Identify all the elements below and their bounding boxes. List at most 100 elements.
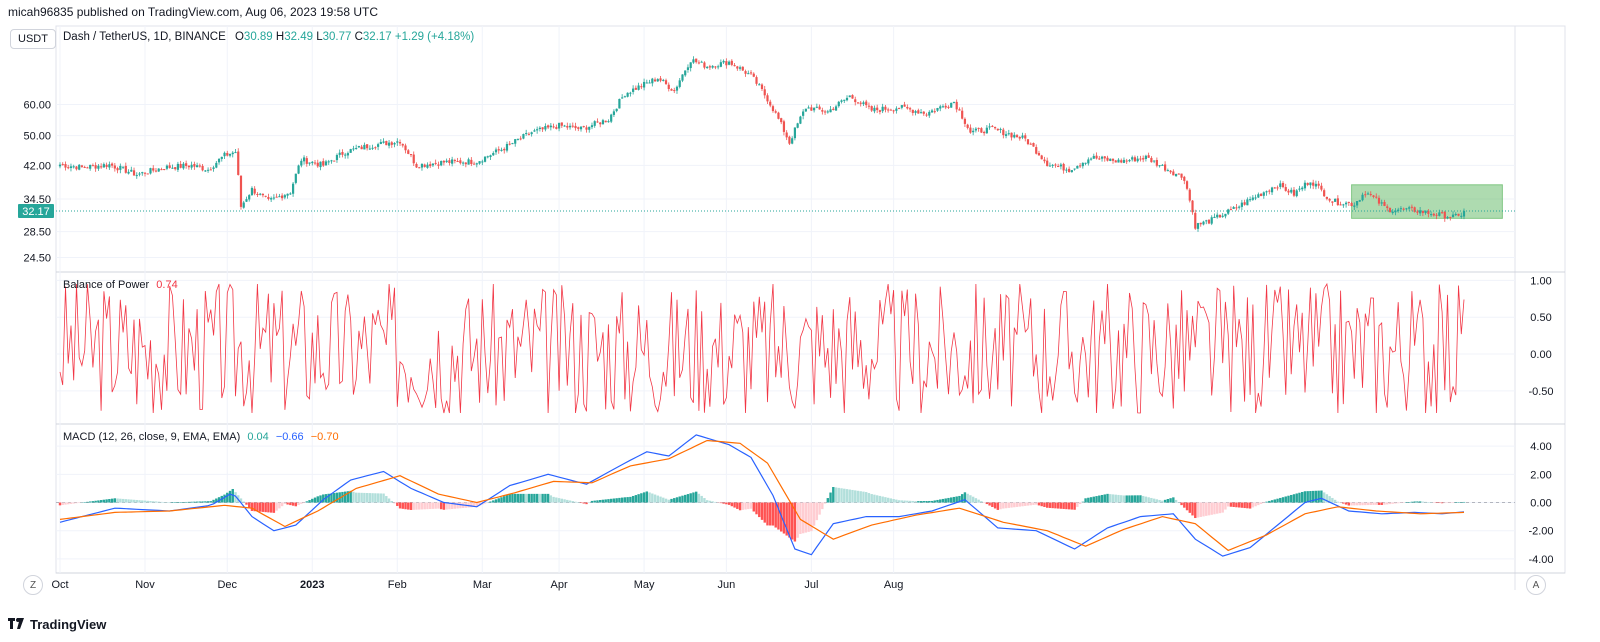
candle: [930, 110, 934, 113]
candle: [412, 154, 415, 164]
candle: [448, 160, 451, 164]
candle: [138, 173, 141, 175]
macd-histogram-bar: [267, 502, 270, 513]
macd-histogram-bar: [1295, 493, 1298, 503]
candle: [1421, 210, 1424, 214]
macd-histogram-bar: [113, 498, 117, 503]
macd-histogram-bar: [77, 502, 81, 504]
macd-histogram-bar: [149, 501, 152, 503]
macd-histogram-bar: [1361, 502, 1364, 506]
candle: [1196, 223, 1200, 229]
auto-scale-a-button[interactable]: A: [1526, 575, 1546, 595]
candle: [585, 127, 588, 130]
candle: [1068, 168, 1071, 173]
macd-histogram-bar: [582, 502, 585, 504]
macd-histogram-bar: [840, 488, 843, 503]
candle: [489, 155, 492, 158]
candle: [571, 125, 574, 127]
macd-histogram-bar: [730, 502, 734, 507]
candle: [179, 164, 182, 168]
candle: [311, 161, 314, 164]
macd-histogram-bar: [629, 496, 632, 503]
macd-histogram-bar: [634, 495, 638, 503]
candle: [462, 162, 465, 164]
candle: [212, 167, 215, 169]
macd-histogram-bar: [393, 502, 396, 504]
macd-histogram-bar: [212, 499, 215, 503]
candle: [870, 106, 873, 111]
candle: [574, 125, 577, 129]
macd-signal-line: [59, 439, 1465, 552]
candle: [1194, 212, 1197, 229]
macd-histogram-bar: [165, 502, 169, 503]
candle: [1205, 220, 1208, 222]
macd-histogram-bar: [423, 502, 426, 510]
candle: [481, 161, 484, 163]
time-tick-label: Jun: [717, 579, 735, 591]
macd-histogram-bar: [283, 502, 287, 504]
macd-histogram-bar: [930, 500, 934, 503]
candle: [673, 90, 676, 92]
candle: [64, 164, 67, 168]
candle: [1089, 158, 1093, 160]
macd-histogram-bar: [108, 499, 111, 503]
macd-histogram-bar: [903, 500, 906, 503]
candle: [472, 163, 476, 165]
macd-histogram-bar: [64, 502, 67, 505]
auto-scale-z-button[interactable]: Z: [23, 575, 43, 595]
macd-histogram-bar: [744, 502, 747, 510]
macd-histogram-bar: [1095, 496, 1098, 503]
candle: [1366, 193, 1370, 195]
candle: [111, 163, 114, 166]
macd-histogram-bar: [346, 491, 350, 503]
price-tick-label: 50.00: [23, 131, 51, 143]
candle: [1013, 134, 1016, 138]
candle: [1153, 160, 1156, 162]
macd-histogram-bar: [1339, 502, 1342, 504]
candle: [936, 108, 939, 111]
candle: [1429, 214, 1433, 216]
macd-histogram-bar: [505, 495, 509, 503]
macd-histogram-bar: [642, 492, 646, 503]
macd-histogram-bar: [72, 502, 75, 504]
candle: [143, 172, 147, 174]
macd-histogram-bar: [253, 502, 256, 512]
macd-histogram-bar: [442, 502, 446, 510]
candle: [1287, 190, 1290, 193]
candle: [697, 62, 701, 64]
macd-histogram-bar: [818, 502, 821, 515]
candle: [119, 165, 122, 170]
macd-histogram-bar: [1303, 491, 1307, 503]
candle: [1002, 129, 1005, 136]
candle: [459, 160, 462, 164]
legend-open: 30.89: [243, 31, 273, 43]
candle: [1065, 169, 1068, 171]
candle: [1358, 200, 1361, 202]
candle: [823, 111, 827, 113]
candle: [999, 128, 1002, 130]
macd-histogram-bar: [1024, 502, 1027, 506]
macd-histogram-bar: [1018, 502, 1021, 507]
candle: [1298, 188, 1301, 190]
candle: [557, 122, 561, 129]
candle: [1057, 165, 1060, 167]
macd-histogram-bar: [168, 502, 171, 504]
macd-histogram-bar: [631, 495, 635, 503]
macd-histogram-bar: [1229, 502, 1233, 507]
candle: [859, 102, 862, 104]
macd-histogram-bar: [1457, 502, 1460, 503]
symbol-currency-button[interactable]: USDT: [10, 29, 56, 49]
macd-histogram-bar: [1366, 502, 1370, 506]
candle: [538, 127, 541, 129]
candle: [1169, 170, 1172, 173]
macd-histogram-bar: [1194, 502, 1197, 519]
candle: [94, 165, 97, 169]
candle: [83, 166, 86, 168]
macd-histogram-bar: [747, 502, 750, 510]
macd-histogram-bar: [61, 502, 64, 505]
legend-low: 30.77: [322, 31, 352, 43]
macd-histogram-bar: [859, 491, 862, 503]
macd-histogram-bar: [590, 500, 594, 503]
candle: [596, 121, 599, 123]
